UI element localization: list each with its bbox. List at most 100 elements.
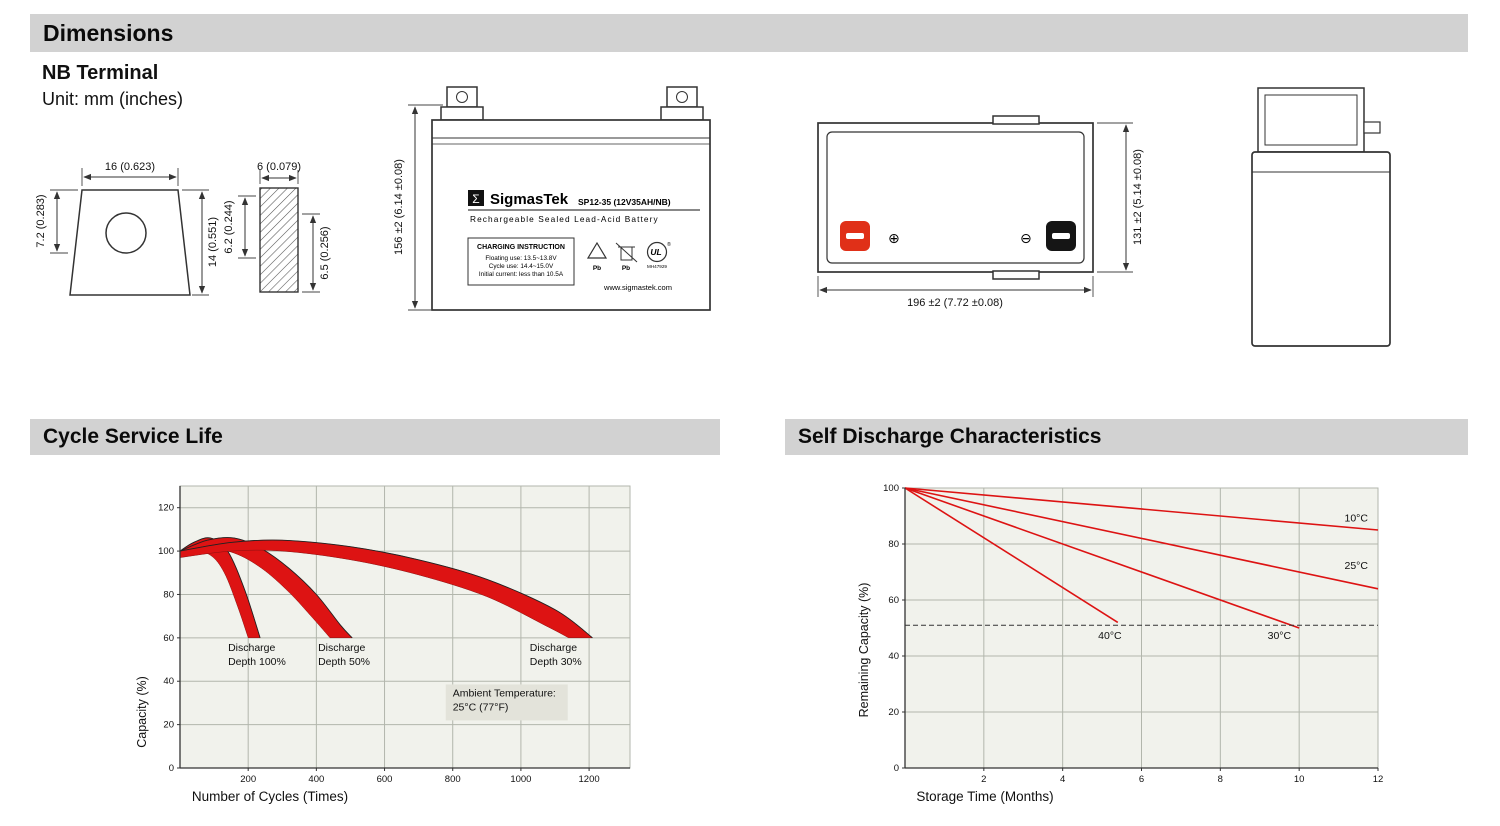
plus-symbol: ⊕ [888, 230, 900, 246]
y-tick-label: 80 [163, 589, 174, 600]
annotation-text: Discharge [228, 642, 275, 654]
battery-type-text: Rechargeable Sealed Lead-Acid Battery [470, 214, 659, 224]
x-tick-label: 4 [1060, 774, 1065, 785]
terminal-type-heading: NB Terminal [42, 62, 159, 84]
cycle-service-life-label: Cycle Service Life [43, 425, 223, 448]
battery-height-dim: 156 ±2 (6.14 ±0.08) [393, 159, 405, 255]
y-tick-label: 40 [163, 676, 174, 687]
charging-title: CHARGING INSTRUCTION [477, 244, 565, 251]
y-axis-label: Remaining Capacity (%) [857, 583, 871, 718]
terminal-front-view: 16 (0.623) 7.2 (0.283) 14 (0.551) [35, 161, 219, 296]
sigma-glyph: Σ [472, 192, 479, 206]
annotation-box [445, 684, 568, 721]
left-post-hole [456, 91, 468, 103]
dimensions-header-label: Dimensions [43, 19, 174, 46]
battery-case [431, 119, 711, 311]
dimension-drawings: 16 (0.623) 7.2 (0.283) 14 (0.551) 6 (0.0… [35, 86, 1391, 347]
annotation-text: Ambient Temperature: [453, 687, 556, 699]
x-tick-label: 600 [377, 774, 393, 785]
series-label: 25°C [1344, 560, 1368, 572]
bottom-tab [992, 270, 1040, 280]
battery-depth-dim: 131 ±2 (5.14 ±0.08) [1132, 149, 1144, 245]
terminal-partial-height-dim: 7.2 (0.283) [35, 194, 47, 247]
x-axis-label: Storage Time (Months) [916, 789, 1053, 804]
website-text: www.sigmastek.com [603, 283, 672, 292]
series-label: 10°C [1344, 513, 1368, 525]
side-body [1251, 151, 1391, 347]
y-tick-label: 40 [888, 651, 899, 662]
battery-top-view: ⊕ ⊖ 131 ±2 (5.14 ±0.08) 196 ±2 (7.72 ±0.… [817, 115, 1144, 309]
x-tick-label: 400 [308, 774, 324, 785]
band-upper-edge [179, 537, 353, 639]
y-tick-label: 0 [169, 763, 174, 774]
x-axis-label: Number of Cycles (Times) [192, 789, 348, 804]
top-tab [992, 115, 1040, 125]
series-line [904, 487, 1379, 590]
brand-name: SigmasTek [490, 191, 569, 208]
cycle-service-life-chart: 0 20 40 60 80 100 120 200 400 600 800 1000 1200 Numbe… [135, 485, 631, 804]
x-tick-label: 1200 [579, 774, 600, 785]
y-tick-label: 100 [883, 483, 899, 494]
side-connector-tab [1363, 121, 1381, 134]
battery-side-view [1251, 87, 1391, 347]
series-line [904, 487, 1300, 629]
y-tick-label: 0 [894, 763, 899, 774]
ul-circle [646, 241, 668, 263]
x-tick-label: 8 [1218, 774, 1223, 785]
y-axis-label: Capacity (%) [135, 676, 149, 748]
x-tick-label: 6 [1139, 774, 1144, 785]
terminal-thickness-dim: 6 (0.079) [257, 161, 301, 173]
registered-mark: ® [667, 241, 671, 248]
y-tick-label: 20 [163, 720, 174, 731]
self-discharge-label: Self Discharge Characteristics [798, 425, 1102, 448]
x-tick-label: 800 [445, 774, 461, 785]
series-line [904, 487, 1379, 531]
x-tick-label: 2 [981, 774, 986, 785]
sigma-logo-icon [468, 190, 484, 206]
top-view-inner [826, 131, 1085, 264]
band-upper-edge [179, 539, 593, 639]
annotation-text: Depth 100% [228, 656, 286, 668]
model-number: SP12-35 (12V35AH/NB) [578, 197, 671, 207]
battery-width-dim: 196 ±2 (7.72 ±0.08) [907, 297, 1003, 309]
terminal-section [259, 187, 299, 293]
pb-label: Pb [593, 265, 601, 272]
negative-terminal-slot [1052, 233, 1070, 239]
minus-symbol: ⊖ [1020, 230, 1032, 246]
charging-line: Initial current: less than 10.5A [479, 271, 564, 278]
positive-terminal-slot [846, 233, 864, 239]
unit-note: Unit: mm (inches) [42, 89, 184, 109]
annotation-text: Discharge [318, 642, 365, 654]
terminal-depth-left-dim: 6.2 (0.244) [223, 200, 235, 253]
x-tick-label: 10 [1294, 774, 1305, 785]
battery-front-view: Σ SigmasTek SP12-35 (12V35AH/NB) Recharg… [393, 86, 711, 311]
x-tick-label: 200 [240, 774, 256, 785]
y-tick-label: 100 [158, 546, 174, 557]
crossed-bin-icon [615, 242, 638, 263]
terminal-full-height-dim: 14 (0.551) [207, 217, 219, 267]
self-discharge-chart: 10°C 25°C 30°C 40°C 0 20 40 60 80 100 2 4 6 8 10 12 Stor… [857, 483, 1383, 804]
right-post-hole [676, 91, 688, 103]
annotation-text: 25°C (77°F) [453, 701, 509, 713]
terminal-hole [105, 212, 147, 254]
recycle-icon [586, 241, 608, 259]
bin-cross [615, 242, 638, 263]
y-tick-label: 60 [888, 595, 899, 606]
ul-file-number: MH47929 [647, 264, 667, 269]
self-discharge-header: Self Discharge Characteristics [785, 419, 1468, 455]
charging-instruction-box [467, 237, 575, 286]
y-tick-label: 20 [888, 707, 899, 718]
terminal-width-dim: 16 (0.623) [105, 161, 155, 173]
charging-line: Cycle use: 14.4~15.0V [489, 263, 554, 270]
series-label: 30°C [1268, 630, 1292, 642]
side-top-inner [1264, 94, 1358, 146]
series-line [904, 487, 1119, 624]
dimensions-section-header: Dimensions [30, 14, 1468, 52]
pb-label: Pb [622, 265, 630, 272]
annotation-text: Depth 30% [530, 656, 582, 668]
charging-line: Floating use: 13.5~13.8V [485, 255, 557, 262]
right-post-base [660, 106, 704, 121]
y-tick-label: 120 [158, 503, 174, 514]
